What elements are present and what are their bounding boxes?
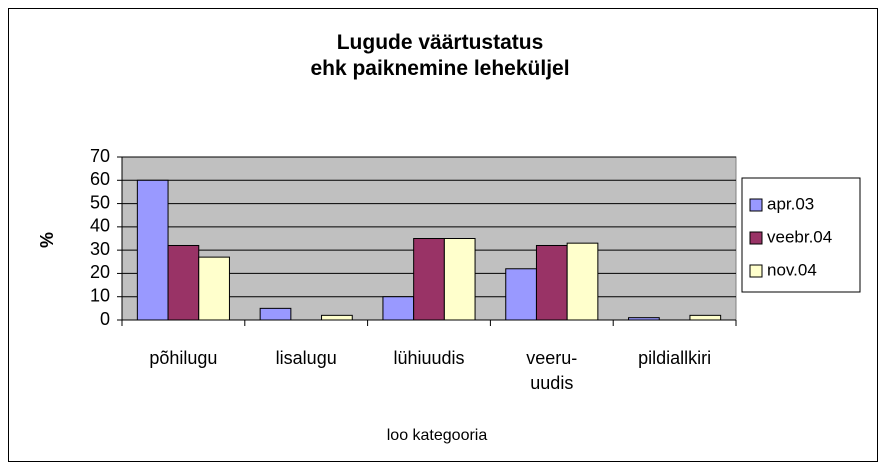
bar bbox=[535, 244, 568, 321]
x-tick-label: veeru-uudis bbox=[526, 348, 577, 393]
bar bbox=[566, 242, 599, 321]
bar bbox=[628, 317, 660, 321]
y-tick-label: 0 bbox=[100, 309, 110, 329]
bar bbox=[505, 268, 537, 321]
x-tick-label: lisalugu bbox=[276, 348, 337, 368]
legend-swatch bbox=[749, 198, 763, 212]
x-axis-label: loo kategooria bbox=[387, 427, 488, 444]
bar bbox=[382, 296, 415, 321]
legend-label: apr.03 bbox=[767, 194, 814, 213]
y-tick-label: 10 bbox=[90, 285, 110, 305]
bar bbox=[413, 238, 445, 321]
x-tick-label: lühiuudis bbox=[393, 348, 464, 368]
bar bbox=[167, 244, 200, 321]
bar bbox=[136, 179, 169, 321]
bar bbox=[198, 256, 230, 321]
y-tick-label: 40 bbox=[90, 216, 110, 236]
bar bbox=[259, 307, 292, 321]
x-tick-label: põhilugu bbox=[149, 348, 217, 368]
y-tick-label: 20 bbox=[90, 262, 110, 282]
legend-label: veebr.04 bbox=[767, 227, 832, 246]
legend-swatch bbox=[749, 231, 763, 245]
legend-swatch bbox=[749, 264, 763, 278]
y-tick-label: 60 bbox=[90, 169, 110, 189]
x-tick-label: pildiallkiri bbox=[638, 348, 711, 368]
y-tick-label: 50 bbox=[90, 192, 110, 212]
legend-label: nov.04 bbox=[767, 260, 817, 279]
y-tick-label: 70 bbox=[90, 146, 110, 166]
y-axis-label: % bbox=[37, 232, 57, 248]
bar bbox=[321, 314, 353, 321]
y-tick-label: 30 bbox=[90, 239, 110, 259]
bar bbox=[443, 238, 476, 321]
bar bbox=[689, 314, 722, 321]
chart-title: Lugude väärtustatus ehk paiknemine lehekü… bbox=[310, 31, 569, 80]
